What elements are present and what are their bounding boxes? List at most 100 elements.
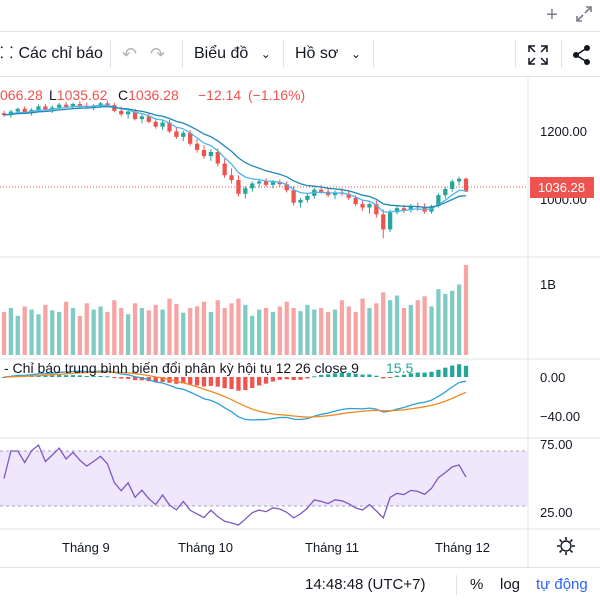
profile-menu-button[interactable]: Hồ sơ ⌄ (295, 32, 361, 76)
candle-body (222, 163, 227, 176)
candle-body (374, 204, 379, 215)
macd-histogram-bar (346, 372, 351, 377)
macd-histogram-bar (325, 374, 331, 377)
macd-histogram-bar (194, 377, 200, 386)
macd-histogram-bar (229, 377, 234, 390)
candle-body (70, 104, 76, 107)
ohlc-close-prefix: C (118, 87, 128, 103)
macd-histogram-bar (360, 374, 365, 377)
ohlc-open: 066.28 (0, 87, 43, 103)
toolbar-divider (373, 40, 374, 68)
volume-bar (1, 311, 7, 355)
last-price-badge (530, 177, 594, 198)
gear-icon[interactable] (557, 537, 575, 555)
share-button[interactable] (572, 44, 592, 66)
volume-bar (112, 300, 117, 355)
rsi-tick: 75.00 (540, 437, 573, 452)
macd-histogram-bar (256, 377, 262, 386)
macd-histogram-bar (91, 376, 96, 378)
macd-histogram-bar (332, 373, 338, 377)
chart-menu-button[interactable]: Biểu đồ ⌄ (194, 32, 271, 76)
share-icon (573, 45, 590, 65)
candle-body (36, 106, 41, 110)
redo-button[interactable]: ↷ (150, 32, 165, 76)
macd-histogram-bar (394, 375, 400, 377)
candle-body (360, 204, 365, 208)
candle-body (332, 192, 338, 196)
chart-area[interactable]: 066.28 L1035.62 C1036.28 −12.14 (−1.16%)… (0, 77, 600, 567)
macd-histogram-bar (105, 376, 110, 378)
macd-histogram-bar (277, 377, 282, 380)
macd-histogram-bar (429, 371, 434, 377)
volume-bar (153, 304, 158, 355)
chart-toolbar: ⸬ Các chỉ báo ↶ ↷ Biểu đồ ⌄ Hồ sơ ⌄ (0, 31, 600, 77)
volume-bar (250, 315, 255, 355)
macd-signal-line (3, 371, 467, 418)
rsi-band (0, 451, 528, 506)
chevron-down-icon: ⌄ (350, 47, 361, 61)
time-tick: Tháng 9 (62, 540, 110, 555)
volume-bar (291, 308, 296, 355)
rsi-group (3, 443, 467, 526)
candle-body (160, 122, 165, 127)
volume-bar (408, 304, 413, 355)
volume-bar (77, 315, 82, 355)
candle-body (188, 132, 193, 144)
candle-body (194, 143, 200, 150)
candle-body (77, 104, 82, 106)
macd-histogram-bar (443, 367, 448, 377)
volume-bar (319, 308, 324, 355)
candle-body (50, 107, 55, 110)
macd-histogram-bar (160, 377, 165, 382)
volume-bar (450, 290, 455, 355)
candle-body (236, 180, 241, 194)
fullscreen-button[interactable] (527, 44, 549, 66)
candle-body (43, 106, 48, 110)
candle-body (153, 121, 158, 127)
percent-toggle[interactable]: % (470, 576, 484, 593)
candle-body (277, 182, 282, 185)
undo-button[interactable]: ↶ (122, 32, 137, 76)
macd-histogram-bar (401, 374, 407, 377)
ohlc-low-prefix: L (49, 87, 57, 103)
candle-body (146, 116, 151, 122)
macd-histogram-bar (132, 377, 138, 381)
candle-body (139, 116, 145, 120)
candle-body (181, 132, 186, 137)
volume-bar (381, 292, 386, 355)
macd-histogram-bar (222, 377, 227, 389)
log-toggle[interactable]: log (500, 576, 521, 593)
macd-histogram-bar (408, 373, 413, 377)
volume-bar (277, 306, 282, 355)
chevron-down-icon: ⌄ (260, 47, 271, 61)
macd-histogram-bar (450, 365, 455, 377)
macd-histogram-bar (174, 377, 179, 384)
plus-icon[interactable]: + (546, 4, 558, 26)
macd-group (1, 364, 469, 421)
volume-bar (415, 300, 420, 355)
auto-scale-toggle[interactable]: tự động (536, 576, 588, 593)
volume-bar (422, 296, 427, 355)
ohlc-change: −12.14 (198, 87, 241, 103)
volume-bar (222, 308, 227, 355)
volume-bar (181, 312, 186, 355)
candle-body (119, 110, 124, 115)
macd-histogram-bar (43, 375, 48, 377)
volume-bar (8, 308, 14, 355)
volume-bar (346, 306, 351, 355)
candle-body (229, 175, 234, 181)
expand-diagonal-svg (576, 6, 592, 22)
volume-bar (119, 308, 124, 355)
volume-bar (339, 300, 345, 355)
volume-bar (70, 308, 76, 355)
expand-diagonal-icon[interactable] (572, 4, 596, 26)
volume-bar (367, 308, 372, 355)
indicators-button[interactable]: ⸬ Các chỉ báo (0, 32, 103, 76)
macd-histogram-bar (57, 375, 62, 377)
volume-bar (57, 311, 62, 355)
volume-bar (456, 284, 462, 355)
macd-histogram-bar (388, 377, 393, 378)
price-tick: 1200.00 (540, 124, 587, 139)
candle-body (263, 181, 269, 185)
volume-bar (22, 306, 27, 355)
